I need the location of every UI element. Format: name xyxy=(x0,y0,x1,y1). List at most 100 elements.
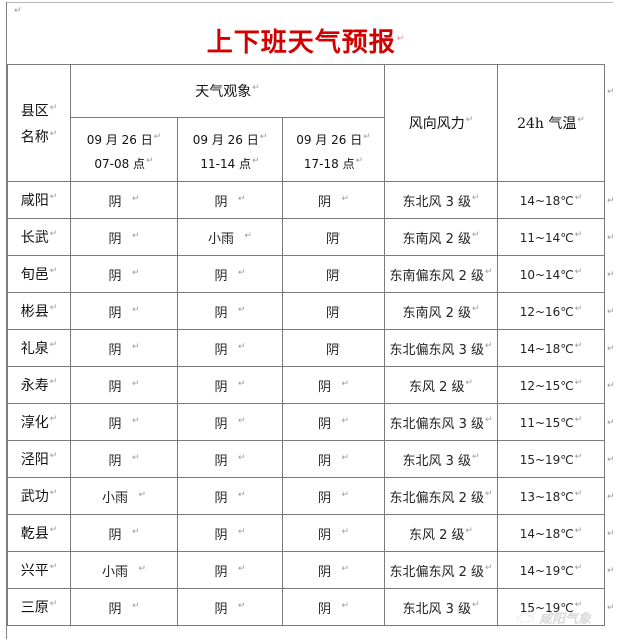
wind-label: 东北风 3 级 xyxy=(402,453,472,469)
wind-label: 东南风 2 级 xyxy=(402,305,472,321)
weather-label: 阴 xyxy=(318,527,332,543)
paragraph-mark: ↵ xyxy=(341,377,350,388)
cell-county-name: 永寿↵ xyxy=(7,366,71,404)
paragraph-mark: ↵ xyxy=(49,191,58,202)
cell-temperature: 12~16℃↵ xyxy=(497,292,606,330)
paragraph-mark: ↵ xyxy=(574,192,583,202)
cell-weather-slot-2: 阴 ↵ xyxy=(177,551,283,589)
cell-temperature: 10~14℃↵ xyxy=(497,255,606,293)
paragraph-mark: ↵ xyxy=(341,599,350,610)
cell-weather-slot-3: 阴 ↵ xyxy=(281,403,386,441)
wind-label: 东南风 2 级 xyxy=(402,231,472,247)
temperature-label: 14~18℃ xyxy=(519,342,574,356)
table-row: 长武↵ 阴 ↵ 小雨 ↵ 阴 ↵ 东南风 2 级↵ 11~14℃↵ xyxy=(7,218,606,256)
weather-label: 阴 xyxy=(326,231,340,247)
paragraph-mark: ↵ xyxy=(237,451,246,462)
paragraph-mark: ↵ xyxy=(252,154,260,165)
table-row: 乾县↵ 阴 ↵ 阴 ↵ 阴 ↵ 东风 2 级↵ 14~18℃↵ xyxy=(7,514,606,552)
paragraph-mark: ↵ xyxy=(333,340,342,351)
cell-county-name: 乾县↵ xyxy=(7,514,71,552)
header-timeslot-1-hours: 07-08 点 xyxy=(94,156,146,171)
cell-temperature: 11~14℃↵ xyxy=(497,218,606,256)
cell-temperature: 13~18℃↵ xyxy=(497,477,606,515)
county-label: 长武 xyxy=(20,230,49,246)
table-row: 兴平↵ 小雨 ↵ 阴 ↵ 阴 ↵ 东北偏东风 2 级↵ 14~19℃↵ xyxy=(7,551,606,589)
table-row: 淳化↵ 阴 ↵ 阴 ↵ 阴 ↵ 东北偏东风 3 级↵ 11~15℃↵ xyxy=(7,403,606,441)
paragraph-mark: ↵ xyxy=(472,192,480,203)
paragraph-mark: ↵ xyxy=(138,562,146,573)
cell-county-name: 淳化↵ xyxy=(7,403,71,441)
paragraph-mark: ↵ xyxy=(237,303,246,314)
weather-label: 阴 xyxy=(214,490,228,506)
weather-label: 阴 xyxy=(326,342,340,358)
paragraph-mark: ↵ xyxy=(49,524,58,535)
paragraph-mark: ↵ xyxy=(485,488,493,499)
cell-temperature: 11~15℃↵ xyxy=(497,403,606,441)
cell-weather-slot-1: 阴 ↵ xyxy=(70,329,178,367)
weather-label: 阴 xyxy=(214,601,228,617)
weather-label: 阴 xyxy=(326,268,340,284)
cell-weather-slot-1: 阴 ↵ xyxy=(70,403,178,441)
paragraph-mark: ↵ xyxy=(49,450,58,461)
weather-forecast-table: 县区↵ 名称↵ 天气观象↵ 风向风力↵ 24h 气温↵ 09 月 26 日↵ 0… xyxy=(7,64,606,626)
temperature-label: 15~19℃ xyxy=(519,601,574,615)
table-row: 旬邑↵ 阴 ↵ 阴 ↵ 阴 ↵ 东南偏东风 2 级↵ 10~14℃↵ xyxy=(7,255,606,293)
cell-weather-slot-2: 阴 ↵ xyxy=(177,366,283,404)
cell-weather-slot-2: 小雨 ↵ xyxy=(177,218,283,256)
weather-label: 阴 xyxy=(214,527,228,543)
paragraph-mark: ↵ xyxy=(574,340,583,350)
paragraph-mark: ↵ xyxy=(465,377,474,388)
paragraph-mark: ↵ xyxy=(131,377,140,388)
header-timeslot-3-hours: 17-18 点 xyxy=(303,156,355,171)
cell-weather-slot-1: 阴 ↵ xyxy=(70,440,178,478)
cell-weather-slot-1: 阴 ↵ xyxy=(70,255,178,293)
paragraph-mark: ↵ xyxy=(574,303,583,313)
weather-label: 阴 xyxy=(326,305,340,321)
paragraph-mark: ↵ xyxy=(333,266,342,277)
table-row: 三原↵ 阴 ↵ 阴 ↵ 阴 ↵ 东北风 3 级↵ 15~19℃↵ xyxy=(7,588,606,626)
paragraph-mark: ↵ xyxy=(138,488,146,499)
page-left-rule xyxy=(6,2,7,639)
paragraph-mark: ↵ xyxy=(485,340,493,351)
page-title: 上下班天气预报↵ xyxy=(7,17,604,64)
paragraph-mark: ↵ xyxy=(131,451,140,462)
paragraph-mark: ↵ xyxy=(49,102,58,113)
paragraph-mark: ↵ xyxy=(49,561,58,572)
cell-weather-slot-1: 小雨 ↵ xyxy=(70,477,178,515)
weather-label: 阴 xyxy=(214,305,228,321)
page-title-label: 上下班天气预报 xyxy=(206,28,396,58)
cell-weather-slot-1: 阴 ↵ xyxy=(70,366,178,404)
wind-label: 东北偏东风 3 级 xyxy=(389,342,485,358)
header-timeslot-3-date: 09 月 26 日 xyxy=(296,132,363,147)
paragraph-mark: ↵ xyxy=(49,487,58,498)
weather-label: 阴 xyxy=(214,379,228,395)
header-timeslot-2-hours: 11-14 点 xyxy=(200,156,252,171)
temperature-label: 14~18℃ xyxy=(519,527,574,541)
header-county-line2: 名称 xyxy=(20,129,49,146)
paragraph-mark: ↵ xyxy=(574,525,583,535)
paragraph-mark: ↵ xyxy=(237,340,246,351)
paragraph-mark: ↵ xyxy=(131,266,140,277)
cell-wind: 东南风 2 级↵ xyxy=(384,292,499,330)
paragraph-mark: ↵ xyxy=(465,525,474,536)
page-title-text: 上下班天气预报↵ xyxy=(207,22,405,59)
cell-county-name: 泾阳↵ xyxy=(7,440,71,478)
cell-wind: 东北偏东风 2 级↵ xyxy=(384,477,499,515)
weather-label: 阴 xyxy=(214,268,228,284)
temperature-label: 11~14℃ xyxy=(519,231,574,245)
leading-paragraph-mark: ↵ xyxy=(14,5,22,15)
cell-wind: 东北风 3 级↵ xyxy=(384,181,499,219)
temperature-label: 12~15℃ xyxy=(519,379,574,393)
table-row: 泾阳↵ 阴 ↵ 阴 ↵ 阴 ↵ 东北风 3 级↵ 15~19℃↵ xyxy=(7,440,606,478)
paragraph-mark: ↵ xyxy=(472,451,480,462)
header-wind: 风向风力↵ xyxy=(384,64,499,182)
cell-weather-slot-3: 阴 ↵ xyxy=(281,440,386,478)
paragraph-mark: ↵ xyxy=(574,562,583,572)
paragraph-mark: ↵ xyxy=(333,229,342,240)
weather-label: 阴 xyxy=(108,527,122,543)
cell-weather-slot-3: 阴 ↵ xyxy=(281,477,386,515)
wind-label: 东风 2 级 xyxy=(408,527,465,543)
paragraph-mark: ↵ xyxy=(237,266,246,277)
paragraph-mark: ↵ xyxy=(49,128,58,138)
